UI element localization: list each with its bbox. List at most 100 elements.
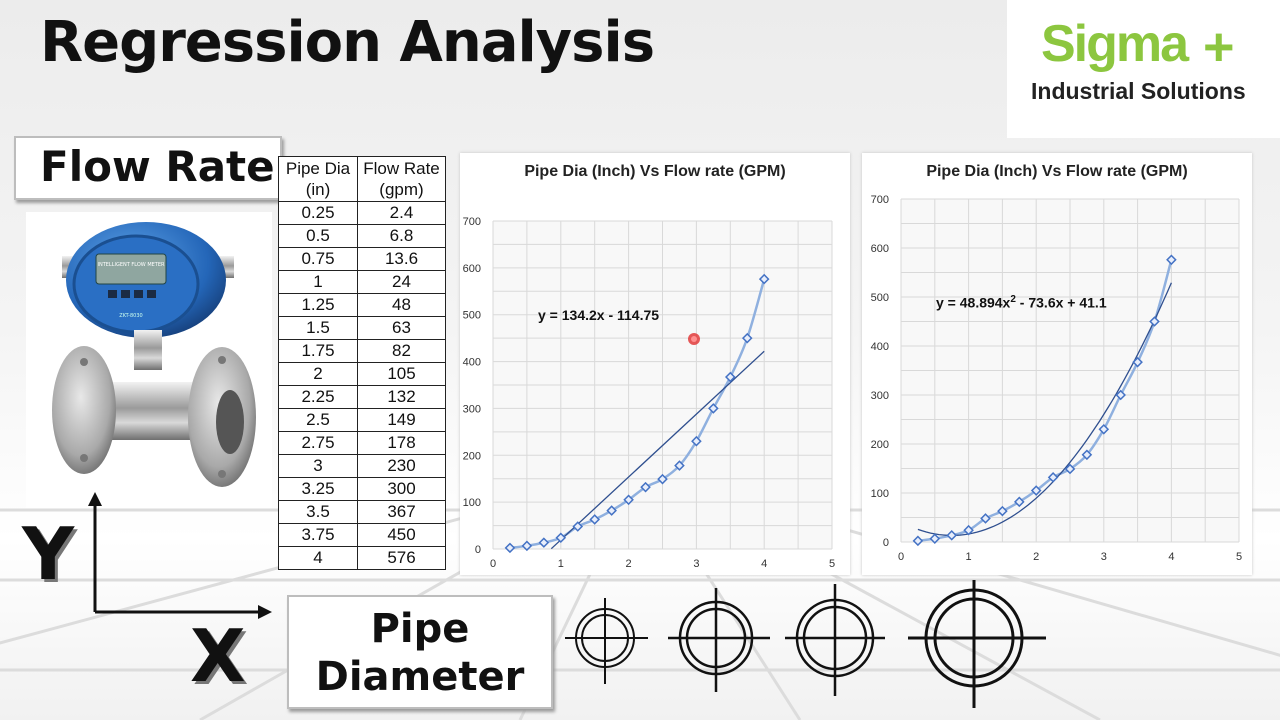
chart-title-linear: Pipe Dia (Inch) Vs Flow rate (GPM) xyxy=(524,163,786,180)
x-variable-label-box: Pipe Diameter xyxy=(287,595,553,709)
data-table: Pipe Dia (in) Flow Rate (gpm) 0.25 2.4 0.5… xyxy=(278,156,446,570)
data-point xyxy=(1064,463,1076,475)
cell-pipe-dia: 1.25 xyxy=(278,293,358,317)
x-tick-label: 1 xyxy=(966,551,972,563)
trendline-linear xyxy=(550,350,765,550)
x-tick-label: 2 xyxy=(626,558,632,570)
x-axis-letter: X xyxy=(190,614,246,698)
data-point xyxy=(1115,389,1127,401)
x-variable-label-line1: Pipe xyxy=(370,606,470,652)
cell-flow-rate: 48 xyxy=(357,293,446,317)
cell-pipe-dia: 0.25 xyxy=(278,201,358,225)
table-row: 2.5 149 xyxy=(278,408,446,432)
data-point xyxy=(1013,496,1025,508)
data-point xyxy=(1081,449,1093,461)
x-tick-label: 2 xyxy=(1033,551,1039,563)
cell-pipe-dia: 4 xyxy=(278,546,358,570)
cell-flow-rate: 63 xyxy=(357,316,446,340)
y-tick-label: 700 xyxy=(871,194,889,206)
cell-flow-rate: 2.4 xyxy=(357,201,446,225)
data-point xyxy=(708,403,719,414)
pipe-diameter-icons xyxy=(565,580,1046,708)
data-point xyxy=(504,542,516,554)
cell-flow-rate: 6.8 xyxy=(357,224,446,248)
x-tick-label: 4 xyxy=(761,558,767,570)
data-point xyxy=(691,435,702,447)
y-tick-label: 200 xyxy=(463,450,481,462)
data-point xyxy=(758,273,770,285)
cell-flow-rate: 300 xyxy=(357,477,446,501)
y-variable-label: Flow Rate xyxy=(40,142,275,191)
table-body: 0.25 2.4 0.5 6.8 0.75 13.6 1 24 1.25 48 1.5 63 1.75 8… xyxy=(278,201,446,570)
chart-polynomial: 0 100 200 300 400 500 600 700 0 1 2 3 4 5 xyxy=(871,194,1242,563)
table-row: 1 24 xyxy=(278,270,446,294)
x-tick-label: 4 xyxy=(1168,551,1174,563)
cell-pipe-dia: 3.5 xyxy=(278,500,358,524)
cell-flow-rate: 13.6 xyxy=(357,247,446,271)
logo-plus-icon: + xyxy=(1203,17,1235,77)
cell-flow-rate: 149 xyxy=(357,408,446,432)
data-point xyxy=(1166,254,1177,266)
table-row: 3.75 450 xyxy=(278,523,446,547)
header-pipe-dia-line1: Pipe Dia xyxy=(285,159,351,178)
x-variable-label-line2: Diameter xyxy=(315,654,525,700)
data-point xyxy=(1132,356,1143,368)
cell-flow-rate: 24 xyxy=(357,270,446,294)
table-row: 2 105 xyxy=(278,362,446,386)
data-point xyxy=(980,513,991,524)
data-point xyxy=(1098,423,1110,435)
table-header-row: Pipe Dia (in) Flow Rate (gpm) xyxy=(278,156,446,202)
y-axis-letter: Y xyxy=(22,512,75,596)
pipe-small-icon xyxy=(565,598,648,684)
cell-pipe-dia: 0.75 xyxy=(278,247,358,271)
y-tick-label: 600 xyxy=(871,243,889,255)
header-flow-rate-line2: (gpm) xyxy=(379,180,424,199)
data-point xyxy=(724,371,736,383)
data-point xyxy=(741,332,753,344)
data-point xyxy=(606,505,617,516)
cell-flow-rate: 576 xyxy=(357,546,446,570)
cell-pipe-dia: 3.25 xyxy=(278,477,358,501)
cell-pipe-dia: 2.75 xyxy=(278,431,358,455)
y-tick-label: 500 xyxy=(871,292,889,304)
slide-title: Regression Analysis xyxy=(40,10,655,75)
data-point xyxy=(912,535,924,547)
header-pipe-dia: Pipe Dia (in) xyxy=(278,156,358,202)
table-row: 1.75 82 xyxy=(278,339,446,363)
data-point xyxy=(1149,316,1160,327)
data-point xyxy=(1030,485,1042,496)
cell-flow-rate: 450 xyxy=(357,523,446,547)
table-row: 0.25 2.4 xyxy=(278,201,446,225)
table-row: 2.25 132 xyxy=(278,385,446,409)
meter-display-text: INTELLIGENT FLOW METER xyxy=(97,262,165,268)
data-point xyxy=(929,533,941,544)
cell-flow-rate: 178 xyxy=(357,431,446,455)
y-tick-label: 400 xyxy=(871,341,889,353)
pipe-large-icon xyxy=(785,584,885,696)
series-line xyxy=(917,259,1173,543)
table-row: 3 230 xyxy=(278,454,446,478)
data-point xyxy=(555,532,567,544)
company-logo: Sigma + Industrial Solutions xyxy=(1007,0,1280,138)
table-row: 2.75 178 xyxy=(278,431,446,455)
cell-pipe-dia: 1 xyxy=(278,270,358,294)
header-flow-rate-line1: Flow Rate xyxy=(363,159,440,178)
table-row: 1.5 63 xyxy=(278,316,446,340)
pointer-marker-icon xyxy=(688,333,700,345)
trendline-polynomial xyxy=(917,282,1172,537)
data-point xyxy=(623,494,634,506)
data-point xyxy=(997,505,1008,517)
trendline-equation-polynomial: y = 48.894x2 - 73.6x + 41.1 xyxy=(936,294,1107,311)
data-point xyxy=(946,530,958,541)
cell-pipe-dia: 1.5 xyxy=(278,316,358,340)
pipe-medium-icon xyxy=(668,588,770,692)
y-tick-label: 200 xyxy=(871,439,889,451)
cell-flow-rate: 105 xyxy=(357,362,446,386)
y-tick-label: 100 xyxy=(871,488,889,500)
header-flow-rate: Flow Rate (gpm) xyxy=(357,156,446,202)
x-tick-label: 5 xyxy=(1236,551,1242,563)
data-point xyxy=(674,460,685,471)
cell-flow-rate: 367 xyxy=(357,500,446,524)
logo-subtitle: Industrial Solutions xyxy=(1031,78,1246,104)
table-row: 1.25 48 xyxy=(278,293,446,317)
